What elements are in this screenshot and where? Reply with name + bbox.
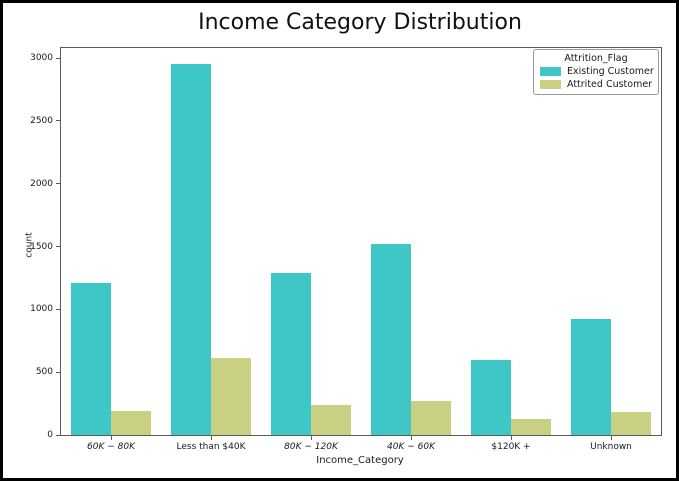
legend: Attrition_Flag Existing Customer Attrited…: [533, 49, 659, 95]
x-tick-mark: [310, 436, 312, 440]
bar: [571, 318, 611, 435]
chart-title: Income Category Distribution: [198, 10, 522, 35]
legend-swatch: [540, 80, 561, 89]
x-tick-label: 40K − 60K: [387, 442, 435, 452]
bar: [271, 272, 311, 435]
legend-row: Existing Customer: [540, 66, 654, 77]
bar: [171, 64, 211, 435]
y-tick-label: 3000: [30, 53, 53, 64]
legend-swatch: [540, 67, 561, 76]
y-tick-mark: [56, 308, 60, 310]
bar: [511, 419, 551, 435]
x-tick-mark: [410, 436, 412, 440]
bar: [611, 411, 651, 435]
y-tick-label: 1000: [30, 304, 53, 315]
x-tick-label: Less than $40K: [176, 442, 246, 452]
x-tick-label: 80K − 120K: [284, 442, 338, 452]
y-tick-label: 2000: [30, 178, 53, 189]
x-tick-mark: [610, 436, 612, 440]
y-tick-mark: [56, 120, 60, 122]
y-tick-label: 2500: [30, 115, 53, 126]
bar: [71, 282, 111, 435]
x-tick-mark: [510, 436, 512, 440]
plot-area: 0 500 1000 1500 2000 2500 3000 60K − 80K Less th…: [30, 47, 662, 452]
x-tick-mark: [210, 436, 212, 440]
bar: [311, 404, 351, 435]
x-tick-mark: [110, 436, 112, 440]
legend-label: Existing Customer: [567, 66, 654, 77]
legend-label: Attrited Customer: [567, 79, 653, 90]
bar: [111, 411, 151, 435]
y-tick-label: 1500: [30, 241, 53, 252]
y-tick-mark: [56, 371, 60, 373]
x-tick-label: 60K − 80K: [87, 442, 135, 452]
legend-row: Attrited Customer: [540, 79, 652, 90]
x-tick-label: $120K +: [491, 442, 531, 452]
bar: [371, 244, 411, 435]
legend-title: Attrition_Flag: [564, 53, 628, 64]
x-axis-label: Income_Category: [316, 455, 404, 466]
y-tick-label: 0: [47, 430, 53, 440]
x-tick-label: Unknown: [590, 442, 632, 452]
bar: [411, 400, 451, 435]
y-tick-mark: [56, 434, 60, 436]
y-tick-label: 500: [35, 367, 53, 378]
bar: [211, 358, 251, 435]
y-tick-mark: [56, 246, 60, 248]
y-tick-mark: [56, 57, 60, 59]
y-tick-mark: [56, 183, 60, 185]
bar: [471, 359, 511, 435]
